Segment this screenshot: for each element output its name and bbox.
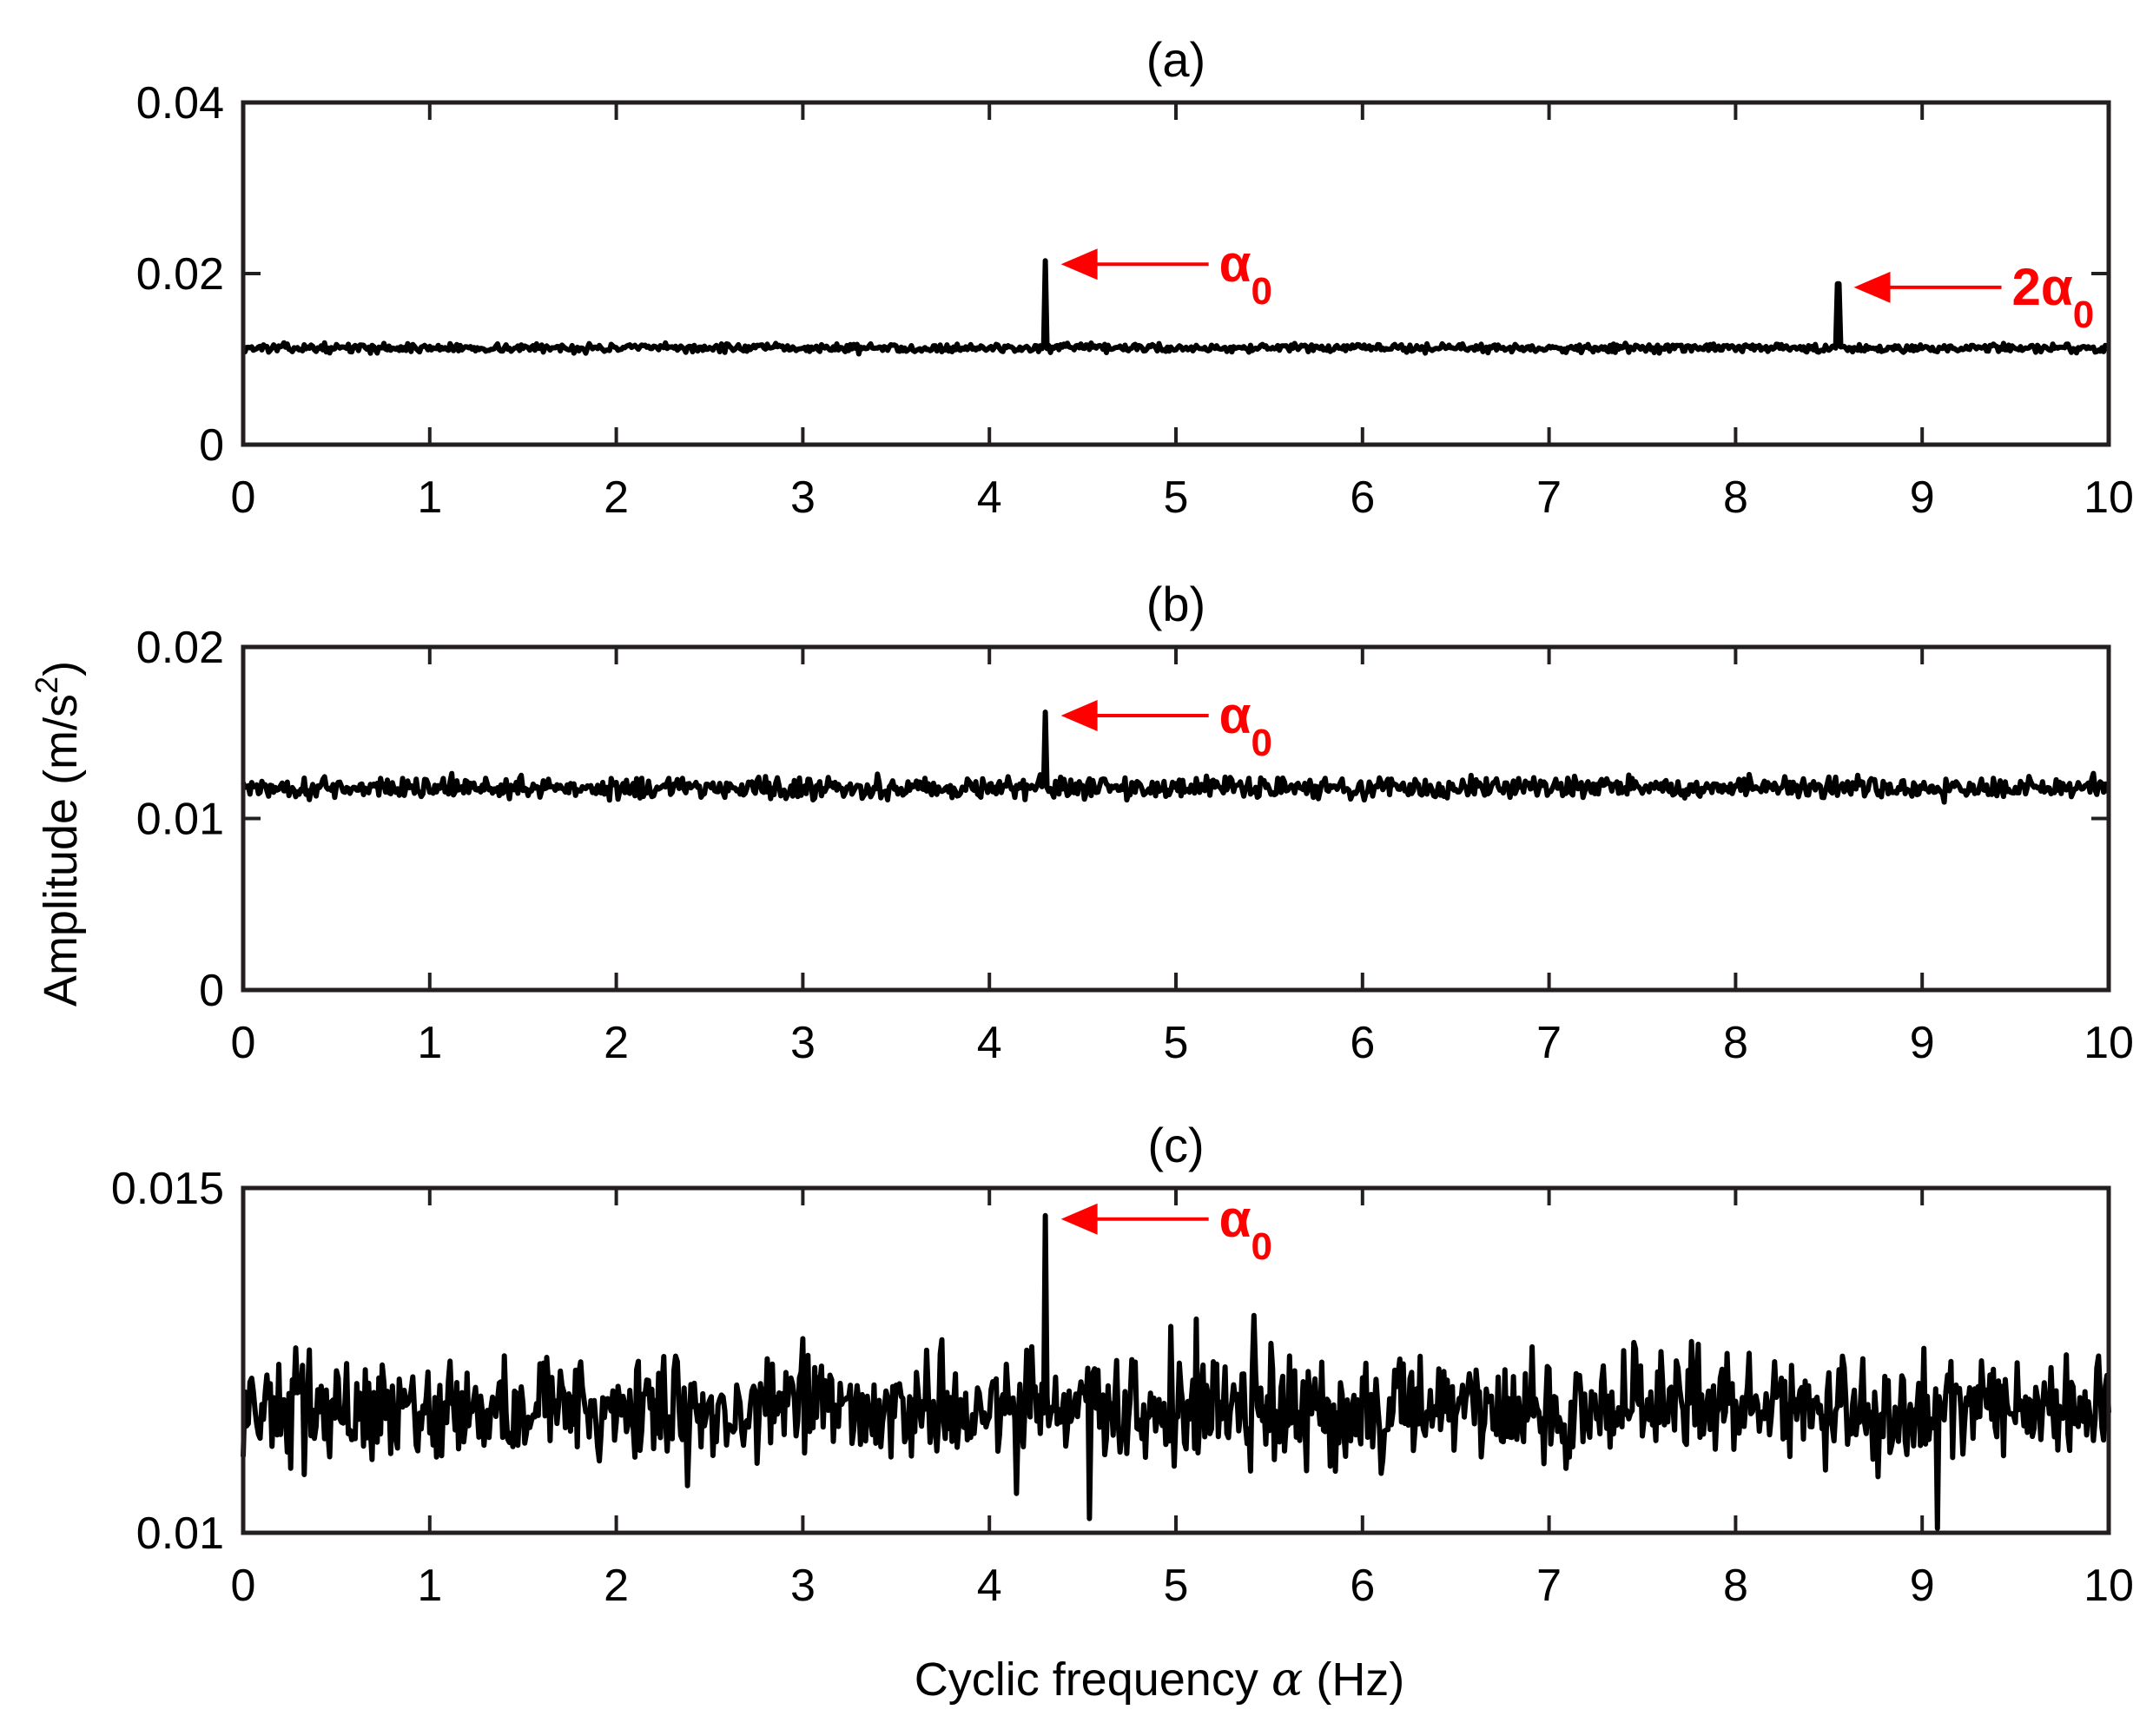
x-tick-label: 9 <box>1910 472 1935 523</box>
y-axis-label-sup: 2 <box>29 677 64 694</box>
annotation-label: α0 <box>1219 234 1272 313</box>
annotation-subscript: 0 <box>2073 294 2094 336</box>
y-axis-label: Amplitude (m/s2) <box>29 661 87 1007</box>
x-tick-label: 3 <box>790 1018 816 1068</box>
annotation-arrow-head <box>1060 700 1098 732</box>
annotation-label: 2α0 <box>2012 258 2095 336</box>
annotation-arrow-head <box>1060 248 1098 281</box>
x-axis-label-main: Cyclic frequency <box>915 1653 1271 1706</box>
x-tick-label: 7 <box>1536 1018 1562 1068</box>
y-axis-label-main: Amplitude (m/s <box>35 694 87 1007</box>
x-tick-label: 2 <box>604 1561 629 1611</box>
y-tick-label: 0.04 <box>136 78 224 129</box>
series-line <box>241 1212 2111 1531</box>
x-tick-label: 6 <box>1350 1018 1375 1068</box>
panel-title: (c) <box>1147 1118 1204 1172</box>
x-tick-label: 7 <box>1536 1561 1562 1611</box>
annotation-subscript: 0 <box>1252 722 1272 764</box>
annotation-subscript: 0 <box>1252 270 1272 313</box>
x-tick-label: 10 <box>2084 1561 2134 1611</box>
x-tick-label: 5 <box>1164 1561 1189 1611</box>
x-tick-label: 4 <box>977 472 1002 523</box>
axes-frame <box>241 644 2111 993</box>
annotation-arrow-head <box>1060 1203 1098 1235</box>
panel-title: (b) <box>1146 577 1205 631</box>
peak-annotation: α0 <box>1060 686 1272 764</box>
annotation-symbol: α <box>2041 258 2073 316</box>
x-tick-label: 9 <box>1910 1018 1935 1068</box>
annotation-symbol: α <box>1219 686 1252 744</box>
annotation-label: α0 <box>1219 686 1272 764</box>
x-tick-label: 5 <box>1164 472 1189 523</box>
x-tick-label: 10 <box>2084 1018 2134 1068</box>
x-tick-label: 1 <box>417 1561 442 1611</box>
annotation-label: α0 <box>1219 1190 1272 1268</box>
x-tick-label: 2 <box>604 1018 629 1068</box>
y-tick-label: 0 <box>199 966 224 1016</box>
peak-annotation: α0 <box>1060 1190 1272 1268</box>
x-tick-label: 6 <box>1350 1561 1375 1611</box>
x-tick-label: 8 <box>1723 1561 1748 1611</box>
x-tick-label: 0 <box>231 472 256 523</box>
x-tick-label: 8 <box>1723 472 1748 523</box>
x-tick-label: 2 <box>604 472 629 523</box>
x-tick-label: 5 <box>1164 1018 1189 1068</box>
x-tick-label: 7 <box>1536 472 1562 523</box>
x-tick-label: 0 <box>231 1561 256 1611</box>
y-tick-label: 0.01 <box>136 795 224 845</box>
y-axis-label-close: ) <box>35 661 87 677</box>
y-tick-label: 0.01 <box>136 1508 224 1559</box>
x-tick-label: 0 <box>231 1018 256 1068</box>
axes-frame <box>241 100 2111 447</box>
annotation-subscript: 0 <box>1252 1225 1272 1268</box>
x-tick-label: 4 <box>977 1561 1002 1611</box>
x-tick-label: 6 <box>1350 472 1375 523</box>
peak-annotation: α0 <box>1060 234 1272 313</box>
y-tick-label: 0 <box>199 420 224 471</box>
y-tick-label: 0.015 <box>111 1164 224 1214</box>
peak-annotation: 2α0 <box>1853 258 2095 336</box>
x-tick-label: 3 <box>790 1561 816 1611</box>
x-tick-label: 10 <box>2084 472 2134 523</box>
annotation-prefix: 2 <box>2012 258 2041 316</box>
series-line <box>241 258 2111 357</box>
x-axis-label: Cyclic frequency α (Hz) <box>915 1652 1405 1706</box>
x-tick-label: 1 <box>417 472 442 523</box>
x-tick-label: 3 <box>790 472 816 523</box>
y-tick-label: 0.02 <box>136 249 224 300</box>
panel-title: (a) <box>1146 32 1205 87</box>
x-axis-label-symbol: α <box>1271 1652 1303 1706</box>
annotation-symbol: α <box>1219 1190 1252 1248</box>
y-tick-label: 0.02 <box>136 623 224 673</box>
annotation-symbol: α <box>1219 234 1252 293</box>
annotation-arrow-head <box>1853 271 1891 303</box>
x-tick-label: 4 <box>977 1018 1002 1068</box>
axes-frame <box>241 1185 2111 1535</box>
x-tick-label: 1 <box>417 1018 442 1068</box>
x-tick-label: 9 <box>1910 1561 1935 1611</box>
series-line <box>241 710 2110 805</box>
x-tick-label: 8 <box>1723 1018 1748 1068</box>
x-axis-label-unit: (Hz) <box>1303 1653 1404 1706</box>
